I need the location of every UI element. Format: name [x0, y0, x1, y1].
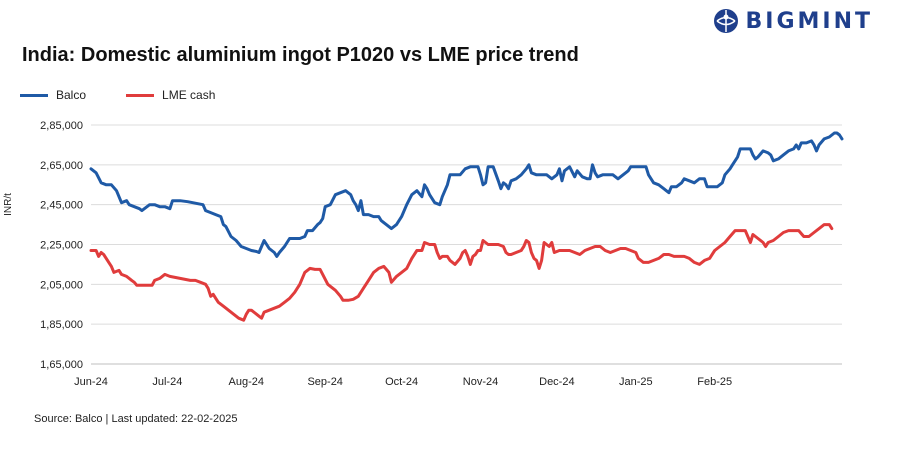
x-tick-label: Feb-25: [697, 376, 732, 388]
y-axis-ticks: 1,65,000 1,85,000 2,05,000 2,25,000 2,45,000…: [40, 120, 83, 371]
brand-name: BIGMINT: [745, 8, 873, 34]
legend-swatch-balco: [20, 93, 48, 97]
x-tick-label: Jul-24: [152, 376, 182, 388]
x-tick-label: Jan-25: [619, 376, 653, 388]
source-note: Source: Balco | Last updated: 22-02-2025: [34, 413, 238, 425]
y-tick-label: 2,85,000: [40, 120, 83, 132]
y-tick-label: 2,05,000: [40, 279, 83, 291]
series-line-balco: [89, 131, 844, 258]
legend-item-balco: Balco: [20, 88, 86, 102]
x-tick-label: Aug-24: [229, 376, 264, 388]
y-axis-label: INR/t: [3, 193, 14, 216]
legend-label-lme: LME cash: [162, 88, 216, 102]
legend-label-balco: Balco: [56, 88, 87, 102]
x-tick-label: Jun-24: [74, 376, 108, 388]
legend-swatch-lme: [126, 93, 155, 97]
x-axis-ticks: Jun-24 Jul-24 Aug-24 Sep-24 Oct-24 Nov-24 Dec-…: [74, 376, 732, 388]
series: [89, 131, 844, 322]
series-line-lme-cash: [89, 223, 834, 322]
x-tick-label: Nov-24: [463, 376, 498, 388]
brand-logo: BIGMINT: [713, 8, 873, 34]
y-tick-label: 1,85,000: [40, 319, 83, 331]
y-tick-label: 2,45,000: [40, 200, 83, 212]
y-tick-label: 1,65,000: [40, 359, 83, 371]
y-tick-label: 2,65,000: [40, 160, 83, 172]
x-tick-label: Oct-24: [385, 376, 418, 388]
legend: Balco LME cash: [20, 88, 255, 102]
x-tick-label: Dec-24: [539, 376, 574, 388]
chart-title: India: Domestic aluminium ingot P1020 vs…: [22, 44, 579, 66]
gridlines: [91, 124, 842, 365]
legend-item-lme: LME cash: [126, 88, 215, 102]
y-tick-label: 2,25,000: [40, 240, 83, 252]
x-tick-label: Sep-24: [307, 376, 342, 388]
globe-icon: [714, 9, 739, 33]
